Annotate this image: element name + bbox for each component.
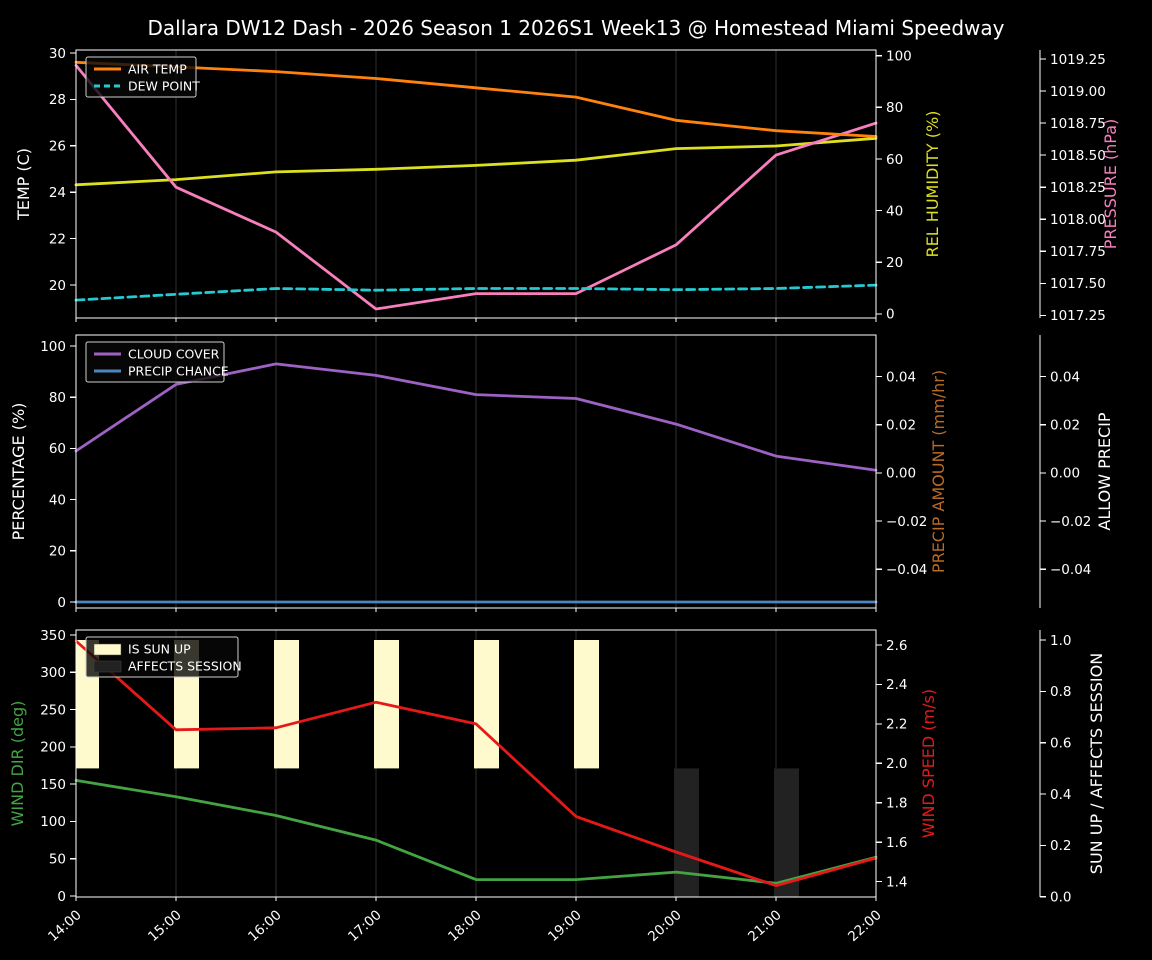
axis-label-percentage: PERCENTAGE (%) <box>9 403 28 541</box>
right1-tick-label: 80 <box>886 100 903 116</box>
left-tick-label: 30 <box>49 46 66 62</box>
axis-label-rel-humidity: REL HUMIDITY (%) <box>923 111 942 258</box>
bar-is-sun-up <box>474 640 499 769</box>
left-tick-label: 26 <box>49 139 66 155</box>
right2-tick-label: 1017.50 <box>1050 276 1106 292</box>
plot-root: 2022242628300204060801001017.251017.5010… <box>8 46 1120 945</box>
right2-tick-label: 0.04 <box>1050 369 1080 385</box>
legend-label-dew-point: DEW POINT <box>128 78 200 93</box>
right2-tick-label: −0.04 <box>1050 562 1091 578</box>
series-dew-point-line <box>74 283 878 302</box>
right2-tick-label: 0.0 <box>1050 890 1071 906</box>
right1-tick-label: 0.02 <box>886 418 916 434</box>
series-wind-speed-line <box>74 639 878 887</box>
axis-label-wind-speed-m-s: WIND SPEED (m/s) <box>919 689 938 838</box>
right1-tick-label: 0.04 <box>886 369 916 385</box>
bar-is-sun-up <box>574 640 599 769</box>
legend-swatch-is-sun-up <box>93 643 122 656</box>
legend-frame <box>85 56 197 98</box>
bar-affects-session <box>774 768 799 897</box>
bar-is-sun-up <box>274 640 299 769</box>
left-tick-label: 60 <box>49 441 66 457</box>
legend-label-is-sun-up: IS SUN UP <box>128 641 191 656</box>
right1-tick-label: 2.4 <box>886 677 907 693</box>
right2-tick-label: 1019.00 <box>1050 84 1106 100</box>
left-tick-label: 50 <box>49 852 66 868</box>
left-tick-label: 100 <box>40 814 66 830</box>
legend-precipitation: CLOUD COVER PRECIP CHANCE <box>85 341 229 383</box>
left-tick-label: 300 <box>40 665 66 681</box>
axis-label-precip-amount-mm-hr: PRECIP AMOUNT (mm/hr) <box>929 370 948 573</box>
right2-tick-label: 1018.00 <box>1050 212 1106 228</box>
left-tick-label: 40 <box>49 492 66 508</box>
right1-tick-label: −0.04 <box>886 562 927 578</box>
legend-swatch-affects-session <box>93 660 122 673</box>
right2-tick-label: 1018.75 <box>1050 116 1106 132</box>
right2-tick-label: 0.02 <box>1050 418 1080 434</box>
right1-tick-label: −0.02 <box>886 514 927 530</box>
left-tick-label: 350 <box>40 628 66 644</box>
axis-label-temp-c: TEMP (C) <box>14 148 33 221</box>
right2-tick-label: 0.2 <box>1050 838 1071 854</box>
right1-tick-label: 20 <box>886 255 903 271</box>
right1-tick-label: 40 <box>886 203 903 219</box>
right2-tick-label: 0.00 <box>1050 466 1080 482</box>
right2-tick-label: 0.6 <box>1050 736 1071 752</box>
left-tick-label: 24 <box>49 185 66 201</box>
left-tick-label: 0 <box>57 889 66 905</box>
right2-tick-label: 0.4 <box>1050 787 1071 803</box>
left-tick-label: 250 <box>40 702 66 718</box>
right1-tick-label: 2.0 <box>886 756 907 772</box>
right1-tick-label: 1.8 <box>886 796 907 812</box>
axis-label-sun-up-affects-session: SUN UP / AFFECTS SESSION <box>1087 653 1106 874</box>
legend-label-precip-chance: PRECIP CHANCE <box>128 363 229 378</box>
left-tick-label: 150 <box>40 777 66 793</box>
axis-label-pressure-hpa: PRESSURE (hPa) <box>1101 119 1120 250</box>
series-rel-humidity-line <box>74 136 878 187</box>
left-tick-label: 28 <box>49 92 66 108</box>
right1-tick-label: 2.6 <box>886 638 907 654</box>
left-tick-label: 22 <box>49 231 66 247</box>
legend-temperature: AIR TEMP DEW POINT <box>85 56 200 98</box>
series-pressure-line <box>74 64 878 311</box>
right2-tick-label: 1017.25 <box>1050 308 1106 324</box>
chart-title: Dallara DW12 Dash - 2026 Season 1 2026S1… <box>148 16 1005 40</box>
left-tick-label: 20 <box>49 278 66 294</box>
left-tick-label: 0 <box>57 595 66 611</box>
right2-tick-label: 1.0 <box>1050 633 1071 649</box>
left-tick-label: 80 <box>49 390 66 406</box>
axis-label-wind-dir-deg: WIND DIR (deg) <box>8 701 27 827</box>
right2-tick-label: 1018.25 <box>1050 180 1106 196</box>
right2-tick-label: 1018.50 <box>1050 148 1106 164</box>
right1-tick-label: 0.00 <box>886 466 916 482</box>
legend-label-affects-session: AFFECTS SESSION <box>128 658 242 673</box>
panel-temperature: 20 22 24 26 28 30 0 20 40 60 80 100 1017.25 1017.50 10… <box>14 46 1120 324</box>
bar-affects-session <box>674 768 699 897</box>
panel-precipitation: 0 20 40 60 80 100 0.04 0.02 0.00 −0.02 −0.04 0.04 0.… <box>9 334 1114 612</box>
right1-tick-label: 2.2 <box>886 717 907 733</box>
panel-wind-sun: 0 50 100 150 200 250 300 350 1.4 1.6 1.8 2.0 2.2 2.4 2… <box>8 628 1106 906</box>
series-air-temp-line <box>74 60 878 138</box>
right1-tick-label: 1.6 <box>886 835 907 851</box>
right1-tick-label: 1.4 <box>886 874 907 890</box>
right1-tick-label: 60 <box>886 152 903 168</box>
left-tick-label: 200 <box>40 740 66 756</box>
right2-tick-label: 1017.75 <box>1050 244 1106 260</box>
legend-wind-sun: IS SUN UP AFFECTS SESSION <box>85 636 242 678</box>
right1-tick-label: 100 <box>886 49 912 65</box>
legend-frame <box>85 636 239 678</box>
right2-tick-label: 0.8 <box>1050 684 1071 700</box>
legend-label-cloud-cover: CLOUD COVER <box>128 346 220 361</box>
right2-tick-label: −0.02 <box>1050 514 1091 530</box>
series-wind-dir-line <box>74 779 878 885</box>
left-tick-label: 20 <box>49 544 66 560</box>
right2-tick-label: 1019.25 <box>1050 52 1106 68</box>
left-tick-label: 100 <box>40 339 66 355</box>
axis-label-allow-precip: ALLOW PRECIP <box>1095 412 1114 530</box>
right1-tick-label: 0 <box>886 307 895 323</box>
legend-label-air-temp: AIR TEMP <box>128 61 187 76</box>
